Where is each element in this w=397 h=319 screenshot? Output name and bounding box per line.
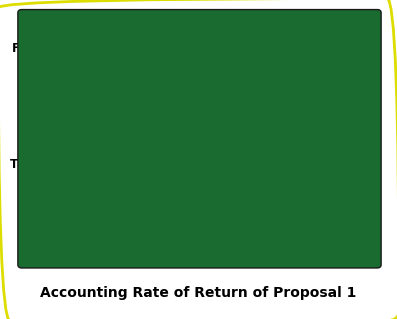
- Text: 0.109: 0.109: [244, 99, 281, 112]
- Text: 0.083: 0.083: [207, 156, 245, 169]
- FancyBboxPatch shape: [266, 169, 274, 184]
- Text: Second Year: Second Year: [280, 170, 343, 180]
- FancyBboxPatch shape: [266, 140, 274, 155]
- Text: 0.072: 0.072: [192, 214, 229, 227]
- Bar: [87, 205, 189, 235]
- Bar: [87, 148, 204, 178]
- Bar: [87, 90, 241, 120]
- Text: Fourth Year: Fourth Year: [280, 112, 339, 122]
- Text: First Year: First Year: [280, 199, 327, 209]
- Text: Third Year: Third Year: [280, 141, 332, 151]
- Bar: [87, 33, 229, 63]
- Text: Accounting Rate of Return of Proposal 1: Accounting Rate of Return of Proposal 1: [40, 286, 357, 300]
- FancyBboxPatch shape: [266, 198, 274, 213]
- FancyBboxPatch shape: [266, 111, 274, 126]
- Text: 0.1: 0.1: [231, 41, 252, 54]
